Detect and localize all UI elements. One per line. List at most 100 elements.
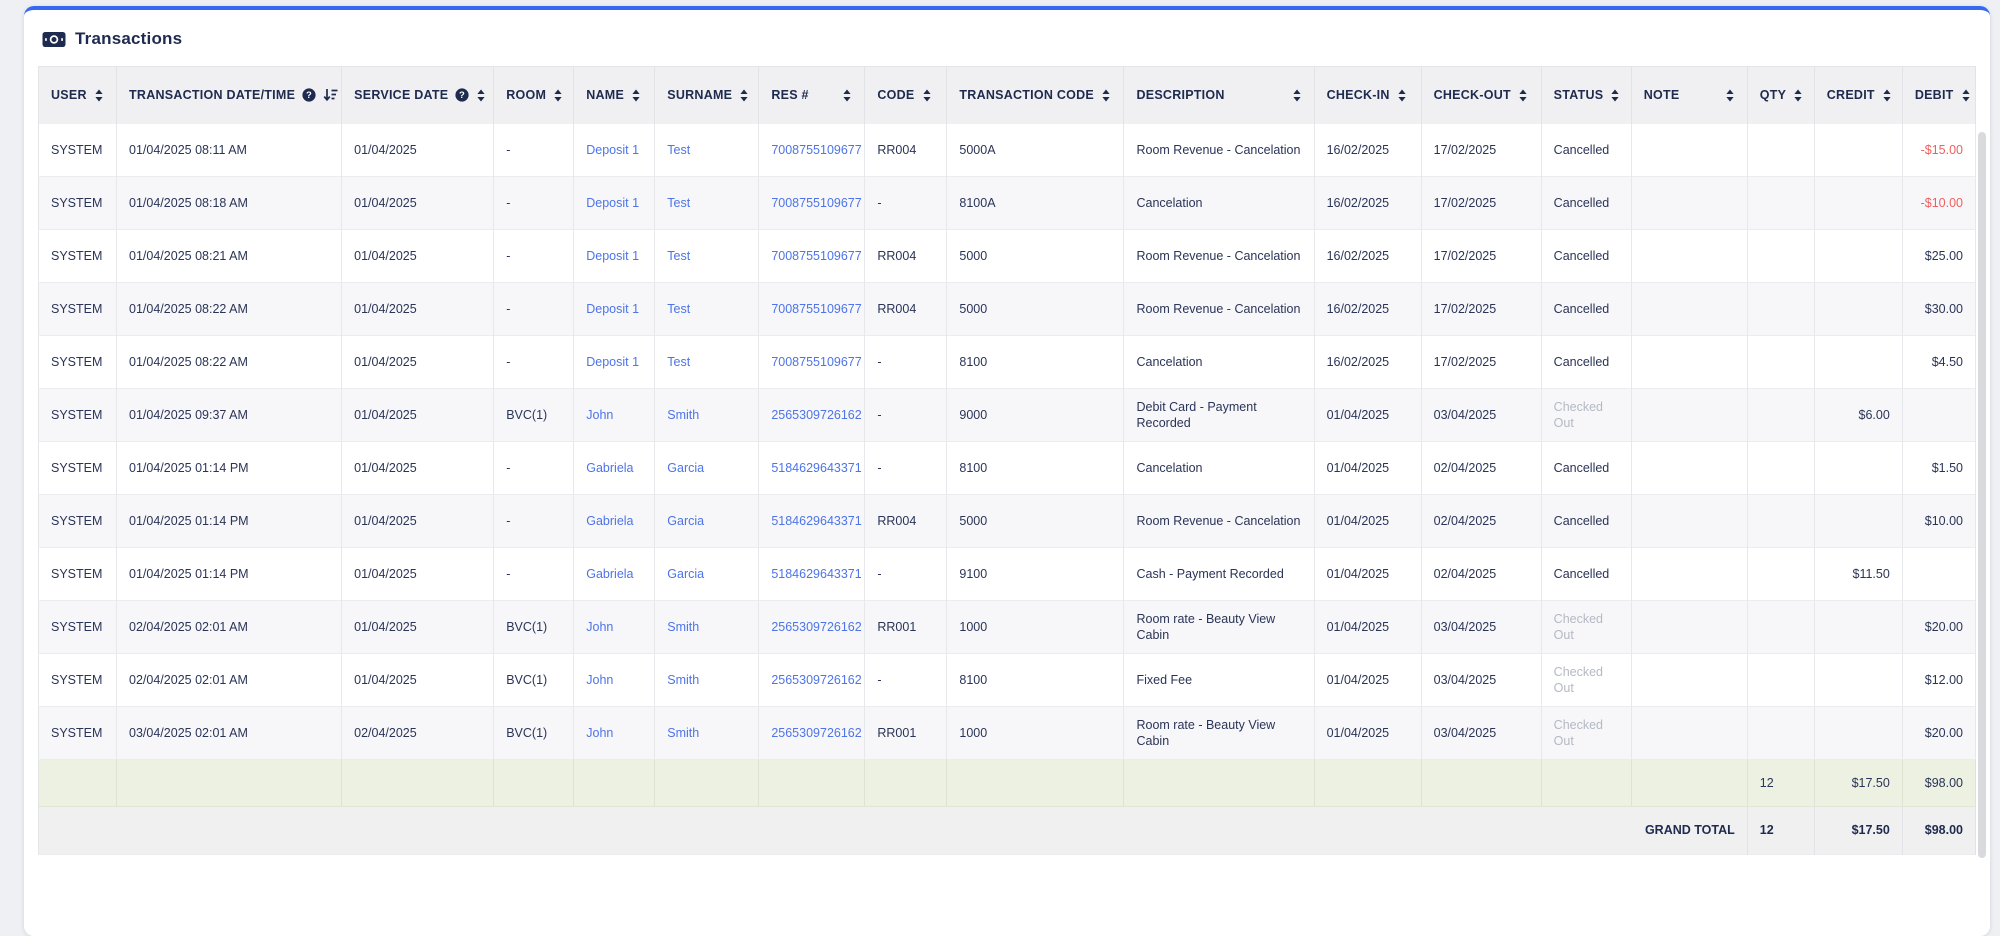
name-link[interactable]: Deposit 1 (586, 354, 640, 369)
header-cell-description[interactable]: DESCRIPTION (1123, 66, 1315, 124)
header-cell-check_in[interactable]: CHECK-IN (1314, 66, 1422, 124)
cell-res[interactable]: 5184629643371 (758, 547, 866, 601)
header-cell-name[interactable]: NAME (573, 66, 656, 124)
cell-res[interactable]: 5184629643371 (758, 494, 866, 548)
name-link[interactable]: John (586, 672, 614, 687)
cell-res[interactable]: 2565309726162 (758, 388, 866, 442)
cell-name[interactable]: John (573, 706, 656, 760)
surname-link[interactable]: Test (667, 195, 691, 210)
res-link[interactable]: 5184629643371 (771, 460, 862, 475)
header-cell-qty[interactable]: QTY (1747, 66, 1815, 124)
subtotal-empty-cell (493, 759, 575, 807)
res-link[interactable]: 7008755109677 (771, 248, 862, 263)
cell-res[interactable]: 7008755109677 (758, 282, 866, 336)
cell-name[interactable]: Gabriela (573, 494, 656, 548)
header-cell-status[interactable]: STATUS (1541, 66, 1632, 124)
header-cell-room[interactable]: ROOM (493, 66, 575, 124)
cell-surname[interactable]: Test (654, 282, 760, 336)
cell-surname[interactable]: Garcia (654, 441, 760, 495)
header-cell-txn_code[interactable]: TRANSACTION CODE (946, 66, 1125, 124)
name-link[interactable]: Gabriela (586, 566, 634, 581)
cell-name[interactable]: Gabriela (573, 441, 656, 495)
name-link[interactable]: Gabriela (586, 460, 634, 475)
cell-name[interactable]: Deposit 1 (573, 176, 656, 230)
cell-res[interactable]: 7008755109677 (758, 176, 866, 230)
cell-note (1631, 282, 1748, 336)
res-link[interactable]: 2565309726162 (771, 672, 862, 687)
header-cell-datetime[interactable]: TRANSACTION DATE/TIME? (116, 66, 343, 124)
cell-surname[interactable]: Test (654, 123, 760, 177)
header-cell-surname[interactable]: SURNAME (654, 66, 760, 124)
name-link[interactable]: John (586, 725, 614, 740)
header-cell-debit[interactable]: DEBIT (1902, 66, 1977, 124)
cell-surname[interactable]: Test (654, 176, 760, 230)
surname-link[interactable]: Garcia (667, 460, 705, 475)
header-cell-user[interactable]: USER (38, 66, 118, 124)
name-link[interactable]: John (586, 407, 614, 422)
surname-link[interactable]: Test (667, 248, 691, 263)
header-cell-credit[interactable]: CREDIT (1814, 66, 1903, 124)
cell-res[interactable]: 2565309726162 (758, 706, 866, 760)
header-cell-check_out[interactable]: CHECK-OUT (1421, 66, 1542, 124)
surname-link[interactable]: Smith (667, 407, 700, 422)
vertical-scrollbar[interactable] (1978, 132, 1986, 858)
cell-surname[interactable]: Smith (654, 600, 760, 654)
surname-link[interactable]: Test (667, 142, 691, 157)
res-link[interactable]: 7008755109677 (771, 354, 862, 369)
cell-name[interactable]: Deposit 1 (573, 335, 656, 389)
res-link[interactable]: 2565309726162 (771, 407, 862, 422)
surname-link[interactable]: Smith (667, 725, 700, 740)
name-link[interactable]: Deposit 1 (586, 142, 640, 157)
res-link[interactable]: 7008755109677 (771, 142, 862, 157)
cell-surname[interactable]: Smith (654, 388, 760, 442)
cell-check_in: 16/02/2025 (1314, 335, 1422, 389)
cell-name[interactable]: John (573, 600, 656, 654)
header-label-code: CODE (877, 88, 915, 103)
cell-res[interactable]: 7008755109677 (758, 335, 866, 389)
name-link[interactable]: Deposit 1 (586, 301, 640, 316)
cell-name[interactable]: Gabriela (573, 547, 656, 601)
header-cell-res[interactable]: RES # (758, 66, 866, 124)
cell-res[interactable]: 5184629643371 (758, 441, 866, 495)
cell-name[interactable]: Deposit 1 (573, 123, 656, 177)
cell-surname[interactable]: Test (654, 229, 760, 283)
name-link[interactable]: Gabriela (586, 513, 634, 528)
cell-check_in: 01/04/2025 (1314, 653, 1422, 707)
surname-link[interactable]: Test (667, 354, 691, 369)
cell-debit (1902, 388, 1977, 442)
cell-name[interactable]: Deposit 1 (573, 282, 656, 336)
res-link[interactable]: 7008755109677 (771, 195, 862, 210)
subtotal-empty-cell (946, 759, 1125, 807)
cell-surname[interactable]: Smith (654, 653, 760, 707)
res-link[interactable]: 5184629643371 (771, 513, 862, 528)
header-cell-service_date[interactable]: SERVICE DATE? (341, 66, 495, 124)
cell-name[interactable]: John (573, 653, 656, 707)
grand-total-credit: $17.50 (1814, 806, 1903, 855)
surname-link[interactable]: Smith (667, 672, 700, 687)
cell-surname[interactable]: Garcia (654, 547, 760, 601)
cell-description: Room Revenue - Cancelation (1123, 229, 1315, 283)
cell-name[interactable]: Deposit 1 (573, 229, 656, 283)
surname-link[interactable]: Garcia (667, 566, 705, 581)
cell-surname[interactable]: Smith (654, 706, 760, 760)
cell-name[interactable]: John (573, 388, 656, 442)
surname-link[interactable]: Smith (667, 619, 700, 634)
surname-link[interactable]: Test (667, 301, 691, 316)
name-link[interactable]: Deposit 1 (586, 195, 640, 210)
cell-res[interactable]: 7008755109677 (758, 123, 866, 177)
header-cell-note[interactable]: NOTE (1631, 66, 1748, 124)
name-link[interactable]: Deposit 1 (586, 248, 640, 263)
header-cell-code[interactable]: CODE (864, 66, 948, 124)
res-link[interactable]: 2565309726162 (771, 725, 862, 740)
name-link[interactable]: John (586, 619, 614, 634)
cell-surname[interactable]: Test (654, 335, 760, 389)
res-link[interactable]: 7008755109677 (771, 301, 862, 316)
res-link[interactable]: 2565309726162 (771, 619, 862, 634)
cell-surname[interactable]: Garcia (654, 494, 760, 548)
table-row: SYSTEM 01/04/2025 08:11 AM 01/04/2025- Depo… (38, 123, 1977, 177)
cell-res[interactable]: 2565309726162 (758, 600, 866, 654)
surname-link[interactable]: Garcia (667, 513, 705, 528)
cell-res[interactable]: 2565309726162 (758, 653, 866, 707)
cell-res[interactable]: 7008755109677 (758, 229, 866, 283)
res-link[interactable]: 5184629643371 (771, 566, 862, 581)
